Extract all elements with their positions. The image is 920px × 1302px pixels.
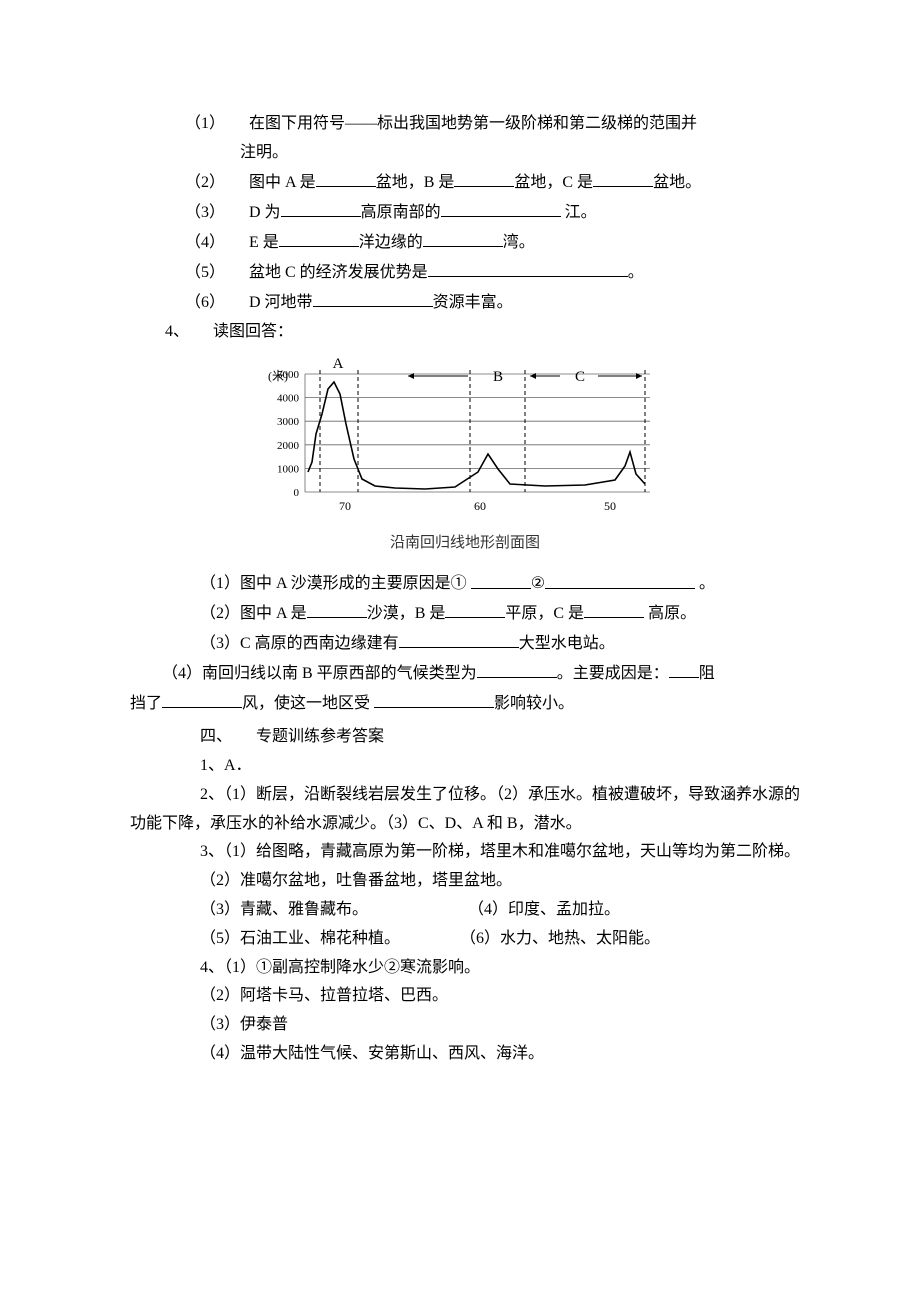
blank-river-d[interactable] <box>441 198 561 217</box>
question-4-header: 4、 读图回答： <box>165 318 800 347</box>
blank-advantage-c[interactable] <box>428 258 628 277</box>
blank-ocean-e[interactable] <box>279 228 359 247</box>
blank-basin-c[interactable] <box>593 168 653 187</box>
svg-text:70: 70 <box>339 499 351 513</box>
question-1-line1: （1） 在图下用符号——标出我国地势第一级阶梯和第二级梯的范围并 <box>185 110 800 139</box>
blank-wind[interactable] <box>162 689 242 708</box>
answer-4-l1: 4、（1）①副高控制降水少②寒流影响。 <box>200 954 800 983</box>
answer-3-l3: （3）青藏、雅鲁藏布。（4）印度、孟加拉。 <box>200 896 800 925</box>
svg-text:4000: 4000 <box>277 393 300 405</box>
svg-text:0: 0 <box>294 487 300 499</box>
q4-sub-3: （3）C 高原的西南边缘建有大型水电站。 <box>200 629 800 659</box>
question-1-line1b: 注明。 <box>240 139 800 168</box>
svg-text:A: A <box>333 356 344 372</box>
question-5-line: （5） 盆地 C 的经济发展优势是。 <box>185 258 800 288</box>
svg-text:1000: 1000 <box>277 464 300 476</box>
svg-text:5000: 5000 <box>277 369 300 381</box>
question-2-line: （2） 图中 A 是盆地，B 是盆地，C 是盆地。 <box>185 168 800 198</box>
blank-plateau-c[interactable] <box>584 599 644 618</box>
question-3-line: （3） D 为高原南部的 江。 <box>185 198 800 228</box>
chart-caption: 沿南回归线地形剖面图 <box>130 530 800 557</box>
blank-basin-a[interactable] <box>316 168 376 187</box>
blank-desert-a[interactable] <box>307 599 367 618</box>
blank-desert-cause-2[interactable] <box>545 569 695 588</box>
blank-climate-type[interactable] <box>477 659 557 678</box>
answer-4-l3: （3）伊泰普 <box>200 1011 800 1040</box>
answers-header: 四、 专题训练参考答案 <box>200 723 800 752</box>
svg-text:C: C <box>575 369 585 385</box>
answer-3-l1: 3、（1）给图略，青藏高原为第一阶梯，塔里木和准噶尔盆地，天山等均为第二阶梯。 <box>130 838 800 867</box>
q4-sub-4: （4）南回归线以南 B 平原西部的气候类型为。主要成因是：阻 挡了风，使这一地区… <box>130 659 800 719</box>
q1-text: （1） 在图下用符号——标出我国地势第一级阶梯和第二级梯的范围并 <box>185 115 697 132</box>
blank-hydro-station[interactable] <box>399 629 519 648</box>
answer-4-l4: （4）温带大陆性气候、安第斯山、西风、海洋。 <box>200 1040 800 1069</box>
blank-resource-d[interactable] <box>313 288 433 307</box>
answer-2: 2、（1）断层，沿断裂线岩层发生了位移。（2）承压水。植被遭破坏，导致涵养水源的… <box>130 781 800 839</box>
blank-desert-cause-1[interactable] <box>471 569 531 588</box>
answer-3-l4: （5）石油工业、棉花种植。（6）水力、地热、太阳能。 <box>200 925 800 954</box>
blank-plateau-d[interactable] <box>281 198 361 217</box>
profile-chart-svg: (米)500040003000200010000706050ABC <box>250 354 670 524</box>
blank-block[interactable] <box>669 659 699 678</box>
q4-sub-2: （2）图中 A 是沙漠，B 是平原，C 是 高原。 <box>200 599 800 629</box>
q4-sub-1: （1）图中 A 沙漠形成的主要原因是① ② 。 <box>200 569 800 599</box>
question-6-line: （6） D 河地带资源丰富。 <box>185 288 800 318</box>
question-4-line: （4） E 是洋边缘的湾。 <box>185 228 800 258</box>
svg-text:B: B <box>493 369 503 385</box>
blank-influence[interactable] <box>374 689 494 708</box>
profile-chart: (米)500040003000200010000706050ABC <box>250 354 800 524</box>
blank-basin-b[interactable] <box>454 168 514 187</box>
svg-text:2000: 2000 <box>277 440 300 452</box>
answer-1: 1、A． <box>200 752 800 781</box>
svg-text:50: 50 <box>604 499 616 513</box>
svg-text:3000: 3000 <box>277 417 300 429</box>
blank-bay-e[interactable] <box>423 228 503 247</box>
answer-3-l2: （2）准噶尔盆地，吐鲁番盆地，塔里盆地。 <box>200 867 800 896</box>
answer-4-l2: （2）阿塔卡马、拉普拉塔、巴西。 <box>200 982 800 1011</box>
svg-text:60: 60 <box>474 499 486 513</box>
blank-plain-b[interactable] <box>445 599 505 618</box>
